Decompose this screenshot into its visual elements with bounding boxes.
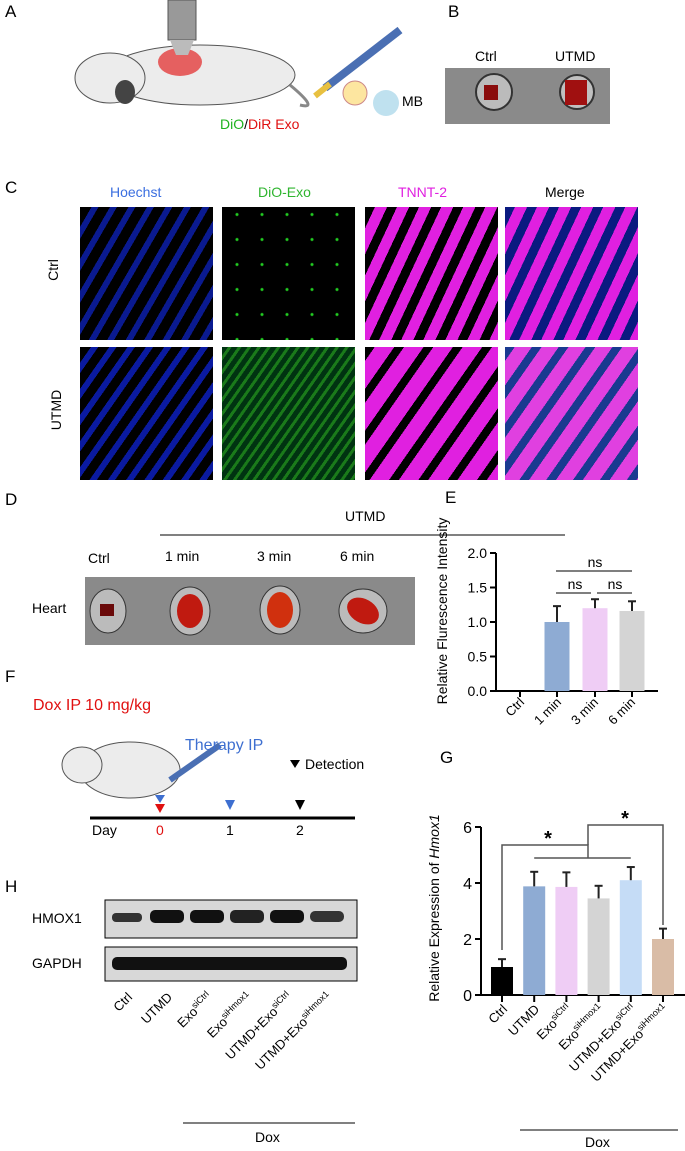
e-ytick-label: 1.5 [468, 580, 488, 596]
g-xlabel-sup: siHmox1 [635, 1001, 667, 1033]
micrograph-utmd-dio [222, 347, 355, 480]
e-sig: ns [588, 554, 603, 570]
syringe-icon [313, 26, 403, 116]
western-blot [104, 899, 358, 1124]
day-1: 1 [226, 822, 234, 838]
g-sig: * [544, 828, 552, 850]
dir-label: DiR Exo [248, 116, 300, 132]
e-bar [582, 608, 608, 691]
g-ytick-label: 0 [463, 988, 472, 1005]
day-0: 0 [156, 822, 164, 838]
mouse-illustration-f [61, 741, 222, 799]
g-xlabel-sup: siCtrl [549, 1001, 571, 1023]
d-lane-3: 6 min [340, 548, 375, 564]
protein-gapdh: GAPDH [32, 955, 82, 971]
e-ytick-label: 2.0 [468, 545, 488, 561]
b-utmd: UTMD [555, 48, 596, 64]
g-bar [523, 886, 546, 995]
panel-label-f: F [5, 667, 16, 686]
g-ytick-label: 6 [463, 820, 472, 837]
e-bar [619, 610, 645, 691]
h-lane-sup: siHmox1 [219, 989, 251, 1021]
day-2: 2 [296, 822, 304, 838]
e-bar [544, 622, 570, 691]
e-ytick-label: 1.0 [468, 614, 488, 630]
col-merge: Merge [545, 184, 585, 200]
panel-label-g: G [440, 748, 454, 767]
panel-label-h: H [5, 877, 18, 896]
g-bar [587, 898, 610, 995]
g-xlabel-0: Ctrl [485, 1001, 510, 1026]
g-dox: Dox [585, 1134, 610, 1150]
micrograph-utmd-merge [505, 347, 638, 480]
mouse-illustration-a [74, 0, 310, 108]
sep: / [244, 116, 249, 132]
panel-label-e: E [445, 488, 457, 507]
h-lane-0: Ctrl [110, 989, 135, 1014]
exo-label: DiO/DiR Exo [220, 116, 299, 132]
micrograph-ctrl-tnnt2 [365, 207, 498, 340]
h-lane-sup: siHmox1 [299, 989, 331, 1021]
g-ylabel-gene: Hmox1 [426, 814, 442, 859]
panel-label-d: D [5, 490, 18, 509]
dox-ip-label: Dox IP 10 mg/kg [33, 697, 151, 714]
mb-label: MB [402, 93, 423, 109]
micrograph-ctrl-hoechst [80, 207, 213, 340]
d-group: UTMD [345, 508, 386, 524]
col-hoechst: Hoechst [110, 184, 162, 200]
timeline [90, 760, 355, 820]
panel-label-c: C [5, 178, 18, 197]
e-ytick-label: 0.0 [468, 683, 488, 699]
micrograph-ctrl-merge [505, 207, 638, 340]
d-lane-1: 1 min [165, 548, 200, 564]
g-sig-bracket [501, 844, 589, 950]
dio-label: DiO [220, 116, 245, 132]
g-xlabel-sup: siHmox1 [571, 1001, 603, 1033]
h-lane-sup: siCtrl [189, 989, 211, 1011]
h-dox: Dox [255, 1129, 280, 1145]
panel-label-b: B [448, 2, 460, 21]
d-lane-0: Ctrl [88, 550, 110, 566]
col-dio-exo: DiO-Exo [258, 184, 311, 200]
col-tnnt2: TNNT-2 [398, 184, 447, 200]
micrograph-ctrl-dio [222, 207, 355, 340]
protein-hmox1: HMOX1 [32, 910, 82, 926]
g-ylabel-prefix: Relative Expression of [426, 858, 442, 1002]
g-sig-bracket [587, 824, 664, 925]
ivis-image-d [85, 534, 565, 645]
g-ytick-label: 2 [463, 932, 472, 949]
g-sig: * [621, 808, 629, 830]
e-sig: ns [568, 576, 583, 592]
d-organ: Heart [32, 600, 67, 616]
g-ytick-label: 4 [463, 876, 472, 893]
d-lane-2: 3 min [257, 548, 292, 564]
b-ctrl: Ctrl [475, 48, 497, 64]
g-bar [619, 880, 642, 995]
g-xlabel-sup: siCtrl [613, 1001, 635, 1023]
panel-label-a: A [5, 2, 17, 21]
e-ytick-label: 0.5 [468, 649, 488, 665]
day-label: Day [92, 822, 117, 838]
micrograph-utmd-tnnt2 [365, 347, 498, 480]
g-bar [555, 886, 578, 995]
e-sig: ns [608, 576, 623, 592]
g-ylabel: Relative Expression of Hmox1 [426, 808, 442, 1008]
micrograph-utmd-hoechst [80, 347, 213, 480]
h-lane-sup: siCtrl [269, 989, 291, 1011]
detection-label: Detection [305, 756, 365, 772]
h-lane-1: UTMD [138, 990, 175, 1027]
g-bar [652, 939, 674, 995]
ivis-image-b [445, 68, 610, 124]
therapy-ip-label: Therapy IP [185, 737, 264, 754]
g-bar [491, 967, 513, 995]
